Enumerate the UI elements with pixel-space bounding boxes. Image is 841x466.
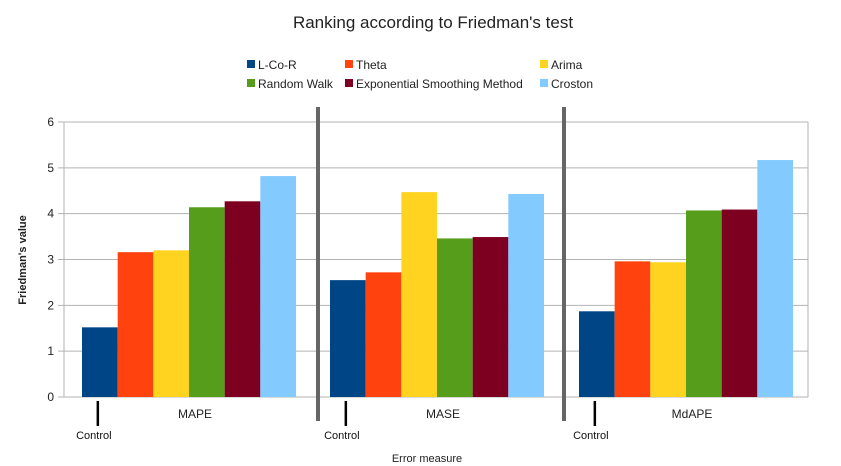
y-tick-label: 2	[47, 298, 54, 312]
x-tick-label: MdAPE	[672, 407, 713, 421]
bar-theta-mdape	[614, 261, 651, 397]
bar-theta-mape	[117, 252, 154, 397]
control-label: Control	[76, 430, 111, 442]
control-label: Control	[573, 430, 608, 442]
bar-random-walk-mape	[189, 207, 225, 397]
bar-arima-mdape	[650, 262, 686, 397]
legend-label-random-walk: Random Walk	[258, 77, 334, 91]
x-tick-label: MASE	[426, 407, 460, 421]
legend-label-exponential-smoothing-method: Exponential Smoothing Method	[356, 77, 523, 91]
bar-random-walk-mase	[437, 238, 473, 397]
bar-l-co-r-mdape	[579, 311, 615, 397]
y-axis-title: Friedman's value	[17, 215, 29, 304]
y-tick-label: 0	[47, 390, 54, 404]
bar-croston-mdape	[757, 160, 793, 397]
bar-exponential-smoothing-method-mase	[472, 237, 509, 397]
bar-random-walk-mdape	[686, 210, 722, 397]
legend-swatch-croston	[540, 79, 548, 87]
bar-croston-mape	[260, 176, 296, 397]
plot-area: 0 1 2 3 4 5 6 MAPE Control MASE Control MdAPE Contro…	[47, 107, 809, 442]
y-tick-label: 4	[47, 207, 54, 221]
legend-label-l-co-r: L-Co-R	[258, 58, 297, 72]
y-tick-label: 6	[47, 115, 54, 129]
x-axis-title: Error measure	[392, 453, 462, 465]
bar-arima-mase	[401, 192, 437, 397]
bar-theta-mase	[365, 272, 402, 397]
legend-swatch-arima	[540, 60, 548, 68]
legend-swatch-l-co-r	[247, 60, 255, 68]
legend-label-arima: Arima	[551, 58, 583, 72]
y-tick-label: 1	[47, 344, 54, 358]
legend-swatch-exponential-smoothing-method	[345, 79, 353, 87]
legend-swatch-theta	[345, 60, 353, 68]
bar-l-co-r-mape	[82, 327, 118, 397]
bar-exponential-smoothing-method-mdape	[721, 209, 758, 397]
chart-title: Ranking according to Friedman's test	[293, 13, 573, 32]
control-label: Control	[324, 430, 359, 442]
y-tick-label: 3	[47, 253, 54, 267]
bar-exponential-smoothing-method-mape	[224, 201, 261, 397]
bar-l-co-r-mase	[330, 280, 366, 397]
x-tick-label: MAPE	[178, 407, 212, 421]
legend-swatch-random-walk	[247, 79, 255, 87]
legend-label-croston: Croston	[551, 77, 593, 91]
legend: L-Co-R Theta Arima Random Walk Exponential S…	[247, 58, 593, 91]
bar-arima-mape	[153, 250, 189, 397]
legend-label-theta: Theta	[356, 58, 387, 72]
bar-croston-mase	[508, 193, 544, 397]
y-tick-label: 5	[47, 161, 54, 175]
